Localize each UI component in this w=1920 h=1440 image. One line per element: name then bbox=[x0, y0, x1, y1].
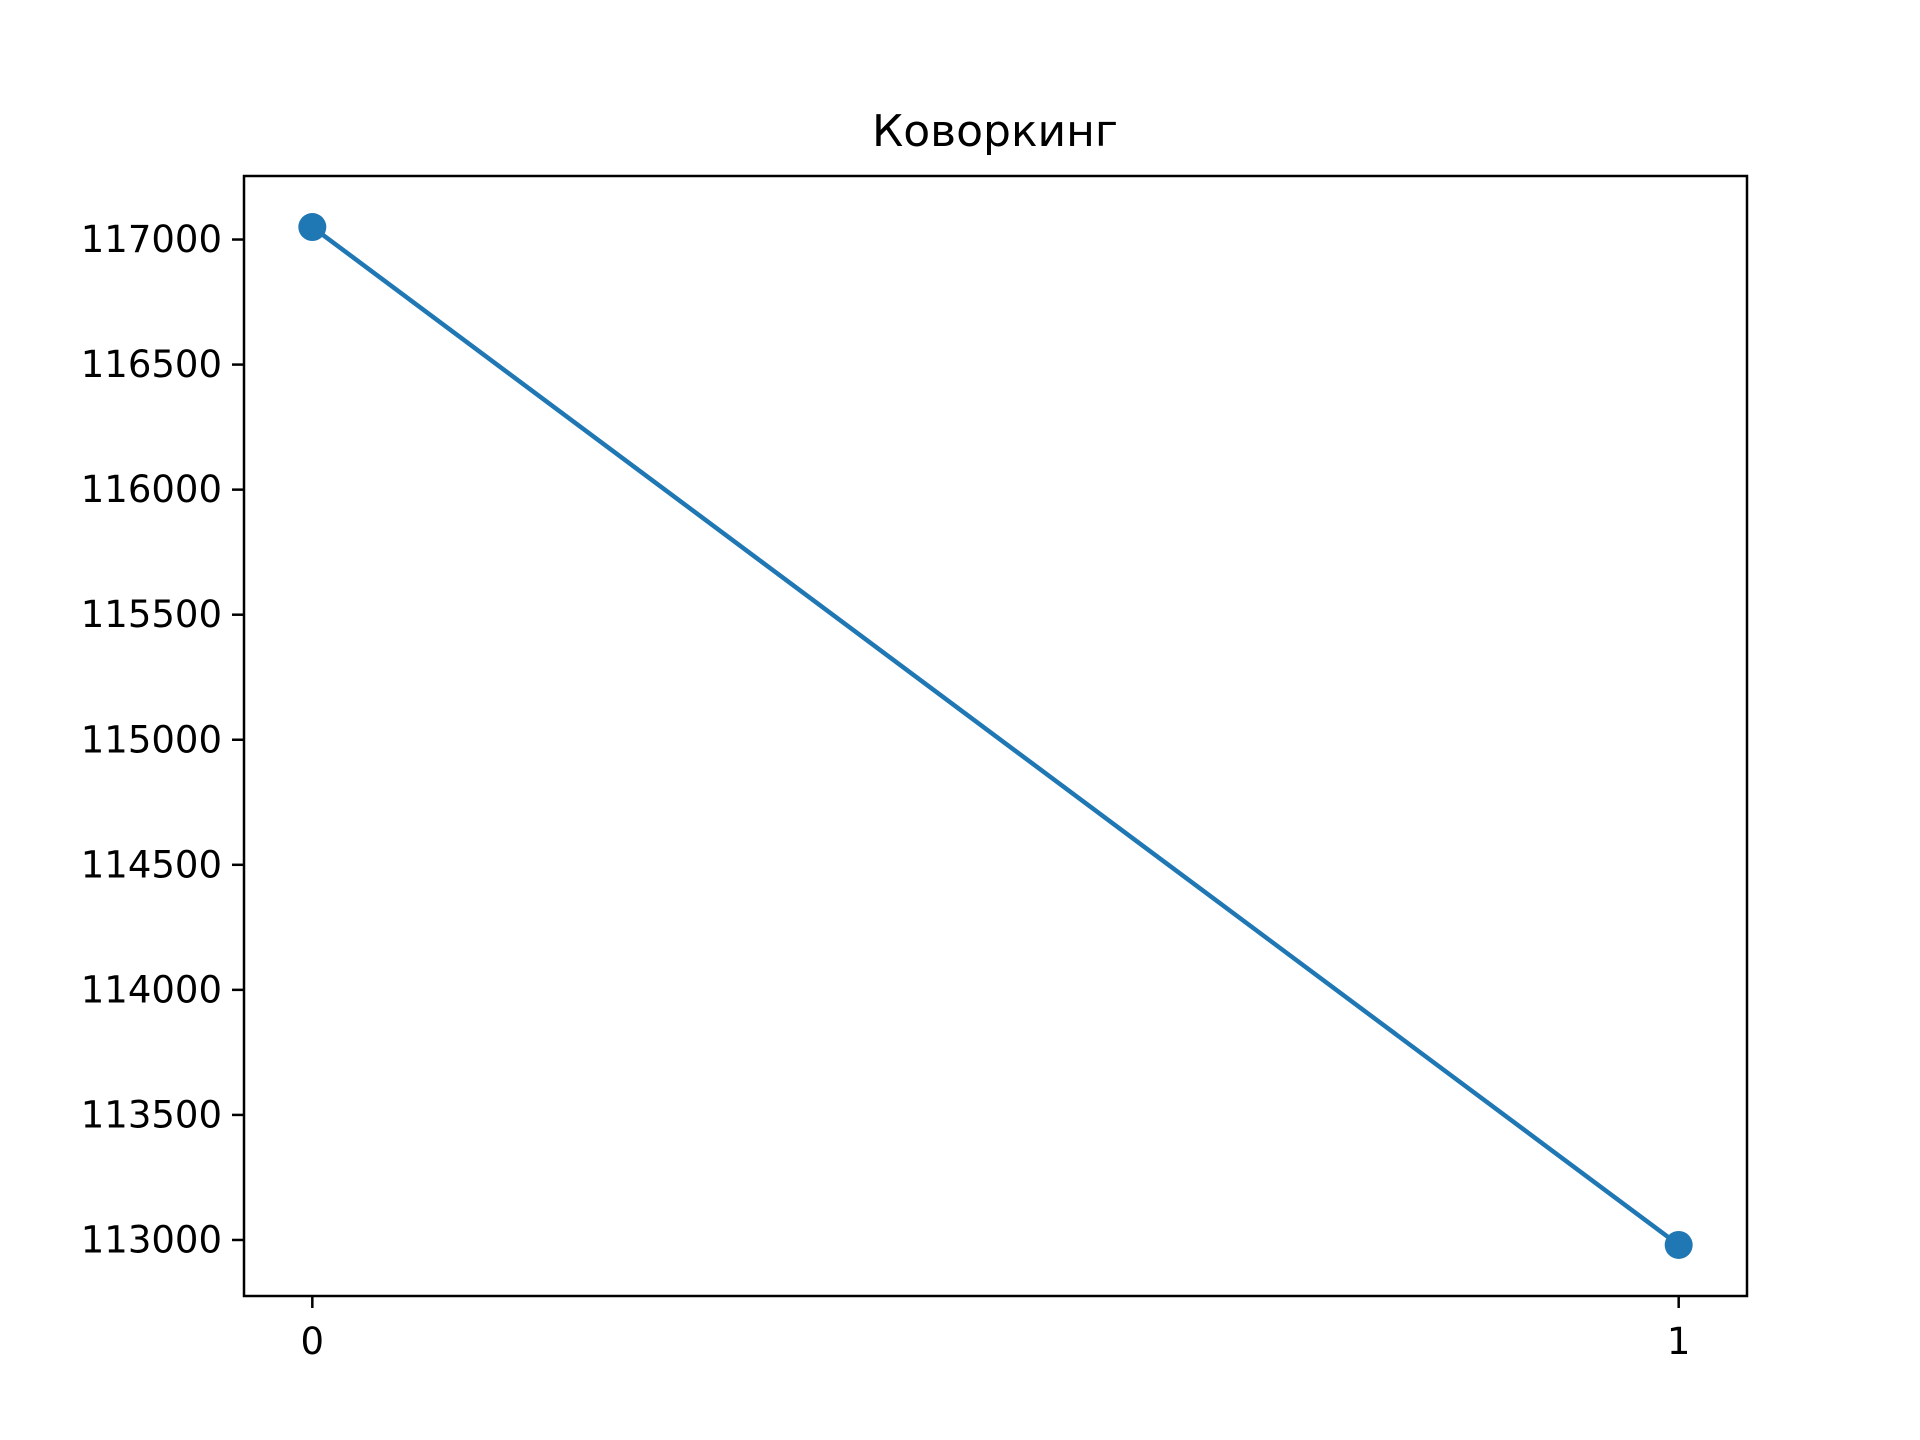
plot-frame bbox=[242, 174, 1749, 1298]
y-tick-label: 114000 bbox=[81, 968, 222, 1011]
x-tick-label: 0 bbox=[301, 1320, 325, 1363]
data-point-marker bbox=[1664, 1230, 1693, 1259]
y-tick-label: 116000 bbox=[81, 468, 222, 511]
chart-title: Коворкинг bbox=[872, 106, 1118, 157]
plot-series bbox=[298, 213, 1693, 1259]
y-tick-label: 113500 bbox=[81, 1093, 222, 1136]
y-axis: 113000 113500 114000 114500 115000 115500 1160… bbox=[81, 218, 244, 1261]
data-point-marker bbox=[298, 213, 327, 242]
x-tick-label: 1 bbox=[1667, 1320, 1691, 1363]
series-line bbox=[310, 224, 1681, 1248]
y-tick-label: 113000 bbox=[81, 1218, 222, 1261]
y-tick-label: 117000 bbox=[81, 218, 222, 261]
y-tick-label: 115500 bbox=[81, 593, 222, 636]
y-tick-label: 114500 bbox=[81, 843, 222, 886]
y-tick-label: 115000 bbox=[81, 718, 222, 761]
y-tick-label: 116500 bbox=[81, 343, 222, 386]
